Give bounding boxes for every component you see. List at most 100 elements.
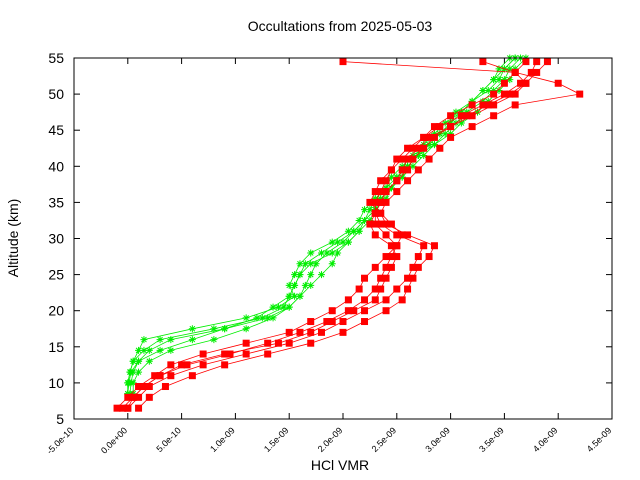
data-point-square xyxy=(382,253,390,261)
data-point-square xyxy=(307,328,315,336)
data-point-star xyxy=(188,336,196,344)
data-point-star xyxy=(361,216,369,224)
data-point-star xyxy=(344,238,352,246)
data-point-square xyxy=(393,155,401,163)
data-point-square xyxy=(361,296,369,304)
data-point-square xyxy=(420,242,428,250)
data-point-square xyxy=(490,112,498,120)
data-point-star xyxy=(301,281,309,289)
data-point-star xyxy=(269,303,277,311)
data-point-square xyxy=(447,123,455,131)
data-point-square xyxy=(339,58,347,66)
data-point-square xyxy=(124,404,132,412)
data-point-square xyxy=(167,361,175,369)
data-point-square xyxy=(328,307,336,315)
data-point-square xyxy=(404,166,412,174)
data-point-square xyxy=(436,123,444,131)
data-point-square xyxy=(135,404,143,412)
data-point-star xyxy=(301,260,309,268)
data-point-square xyxy=(361,274,369,282)
data-point-star xyxy=(129,390,137,398)
data-point-star xyxy=(387,184,395,192)
profile-line xyxy=(127,57,511,394)
data-point-square xyxy=(436,144,444,152)
data-point-square xyxy=(323,318,331,326)
y-tick-label: 20 xyxy=(48,303,64,319)
data-point-star xyxy=(307,249,315,257)
data-point-square xyxy=(382,188,390,196)
data-point-square xyxy=(398,296,406,304)
data-point-star xyxy=(145,357,153,365)
data-point-star xyxy=(285,292,293,300)
data-point-square xyxy=(199,350,207,358)
data-point-square xyxy=(447,133,455,141)
data-point-star xyxy=(495,86,503,94)
data-point-square xyxy=(377,285,385,293)
data-point-star xyxy=(409,151,417,159)
data-point-star xyxy=(474,108,481,116)
data-point-star xyxy=(484,86,492,94)
data-point-square xyxy=(350,307,358,315)
y-tick-label: 30 xyxy=(48,231,64,247)
data-point-square xyxy=(398,155,406,163)
data-point-star xyxy=(269,314,277,322)
data-point-square xyxy=(135,383,143,391)
data-point-square xyxy=(398,166,406,174)
data-point-square xyxy=(140,383,148,391)
data-point-square xyxy=(361,318,369,326)
data-point-star xyxy=(430,130,438,138)
y-tick-label: 5 xyxy=(56,411,64,427)
x-tick-label: 0.0e+00 xyxy=(99,425,129,455)
data-point-square xyxy=(339,328,347,336)
data-point-star xyxy=(414,151,422,159)
data-point-star xyxy=(124,379,132,387)
data-point-square xyxy=(161,383,169,391)
data-point-star xyxy=(285,281,293,289)
data-point-square xyxy=(221,361,229,369)
data-point-square xyxy=(414,253,422,261)
data-point-square xyxy=(463,112,471,120)
data-point-square xyxy=(382,263,390,271)
data-point-star xyxy=(350,227,358,235)
data-point-star xyxy=(140,346,148,354)
y-tick-label: 15 xyxy=(48,339,64,355)
data-point-star xyxy=(361,206,369,214)
data-point-star xyxy=(291,292,299,300)
data-point-square xyxy=(414,144,422,152)
data-point-square xyxy=(420,133,428,141)
data-point-star xyxy=(188,325,196,333)
data-point-star xyxy=(129,379,137,387)
data-point-square xyxy=(409,155,417,163)
data-point-star xyxy=(317,271,325,279)
data-point-square xyxy=(506,90,514,98)
data-point-square xyxy=(393,231,401,239)
data-point-square xyxy=(414,263,422,271)
data-point-square xyxy=(221,350,229,358)
data-point-square xyxy=(317,328,325,336)
data-point-square xyxy=(199,361,207,369)
data-point-square xyxy=(479,58,487,66)
data-point-square xyxy=(479,101,487,109)
data-point-square xyxy=(387,263,395,271)
data-point-star xyxy=(167,336,175,344)
data-point-star xyxy=(441,119,449,127)
data-point-star xyxy=(420,141,428,149)
data-point-star xyxy=(135,346,143,354)
data-point-square xyxy=(511,90,519,98)
data-point-square xyxy=(393,253,401,261)
data-point-star xyxy=(135,368,143,376)
y-axis-label: Altitude (km) xyxy=(5,199,21,278)
data-point-square xyxy=(500,79,508,87)
data-point-square xyxy=(226,350,234,358)
data-point-star xyxy=(296,260,304,268)
data-point-square xyxy=(264,339,272,347)
data-point-star xyxy=(371,195,379,203)
data-point-star xyxy=(280,303,288,311)
data-point-star xyxy=(355,216,363,224)
y-tick-label: 45 xyxy=(48,122,64,138)
data-point-square xyxy=(554,79,562,87)
data-point-star xyxy=(307,260,315,268)
data-point-star xyxy=(479,86,487,94)
profile-line xyxy=(127,57,516,394)
